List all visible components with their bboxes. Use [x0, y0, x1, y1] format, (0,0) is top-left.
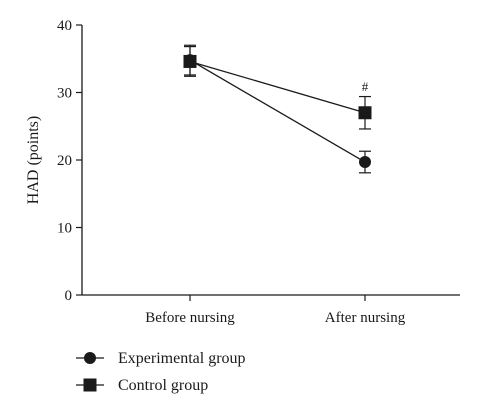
x-tick-label: After nursing	[325, 310, 406, 326]
legend-marker	[84, 352, 96, 364]
legend-item: Control group	[76, 377, 208, 394]
series-line	[189, 60, 366, 114]
legend-item: Experimental group	[76, 350, 246, 367]
y-tick-label: 40	[57, 18, 72, 34]
legend-label: Experimental group	[118, 350, 246, 367]
data-point	[183, 54, 197, 68]
axes: 0 10 20 30 40 Before nursing After nursing HAD …	[25, 18, 460, 326]
significance-mark: #	[362, 79, 369, 94]
legend-label: Control group	[118, 377, 208, 394]
y-tick-label: 0	[65, 288, 73, 304]
series-control	[183, 45, 372, 130]
series-experimental	[184, 44, 371, 174]
y-axis-title: HAD (points)	[25, 116, 42, 204]
series-line	[189, 59, 366, 163]
x-tick-label: Before nursing	[145, 310, 235, 326]
data-point	[359, 156, 371, 169]
y-tick-label: 20	[57, 153, 72, 169]
y-tick-label: 30	[57, 86, 72, 102]
data-point	[358, 106, 372, 120]
legend-marker	[83, 378, 97, 392]
series-layer: #	[183, 44, 372, 174]
y-tick-label: 10	[57, 221, 72, 237]
legend: Experimental group Control group	[76, 350, 246, 394]
